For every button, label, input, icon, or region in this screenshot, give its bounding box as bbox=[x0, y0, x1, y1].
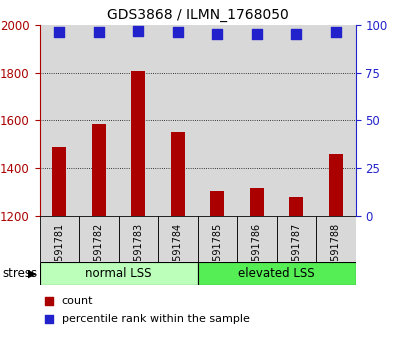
Bar bbox=[329, 154, 343, 216]
Bar bbox=[250, 188, 263, 216]
Text: GSM591788: GSM591788 bbox=[331, 223, 341, 282]
Point bbox=[254, 32, 260, 37]
Bar bbox=[118, 25, 158, 216]
Title: GDS3868 / ILMN_1768050: GDS3868 / ILMN_1768050 bbox=[107, 8, 288, 22]
Point bbox=[175, 30, 181, 35]
Bar bbox=[276, 216, 316, 262]
Bar bbox=[237, 25, 276, 216]
Bar bbox=[316, 216, 356, 262]
Bar bbox=[52, 147, 66, 216]
Bar bbox=[198, 216, 237, 262]
Bar bbox=[171, 132, 185, 216]
Point bbox=[96, 30, 102, 35]
Text: GSM591786: GSM591786 bbox=[252, 223, 262, 282]
Bar bbox=[118, 216, 158, 262]
Point bbox=[333, 30, 339, 35]
Text: stress: stress bbox=[2, 267, 37, 280]
Bar bbox=[198, 262, 356, 285]
Text: ▶: ▶ bbox=[28, 268, 37, 279]
Bar bbox=[92, 124, 106, 216]
Bar bbox=[237, 216, 276, 262]
Text: GSM591787: GSM591787 bbox=[291, 223, 301, 282]
Bar bbox=[40, 216, 79, 262]
Text: count: count bbox=[62, 296, 93, 306]
Point bbox=[135, 28, 141, 33]
Point bbox=[56, 30, 62, 35]
Text: percentile rank within the sample: percentile rank within the sample bbox=[62, 314, 250, 324]
Text: GSM591781: GSM591781 bbox=[54, 223, 64, 282]
Text: GSM591785: GSM591785 bbox=[212, 223, 222, 282]
Bar bbox=[79, 216, 118, 262]
Text: GSM591784: GSM591784 bbox=[173, 223, 183, 282]
Point bbox=[214, 32, 220, 37]
Point bbox=[46, 316, 52, 321]
Bar bbox=[276, 25, 316, 216]
Text: GSM591782: GSM591782 bbox=[94, 223, 104, 282]
Bar bbox=[158, 216, 198, 262]
Text: GSM591783: GSM591783 bbox=[133, 223, 143, 282]
Text: normal LSS: normal LSS bbox=[85, 267, 152, 280]
Bar bbox=[198, 25, 237, 216]
Text: elevated LSS: elevated LSS bbox=[238, 267, 315, 280]
Bar bbox=[210, 191, 224, 216]
Bar bbox=[131, 72, 145, 216]
Bar bbox=[316, 25, 356, 216]
Bar bbox=[40, 262, 198, 285]
Bar bbox=[79, 25, 118, 216]
Bar bbox=[289, 197, 303, 216]
Point bbox=[46, 298, 52, 304]
Point bbox=[293, 32, 299, 37]
Bar bbox=[40, 25, 79, 216]
Bar bbox=[158, 25, 198, 216]
